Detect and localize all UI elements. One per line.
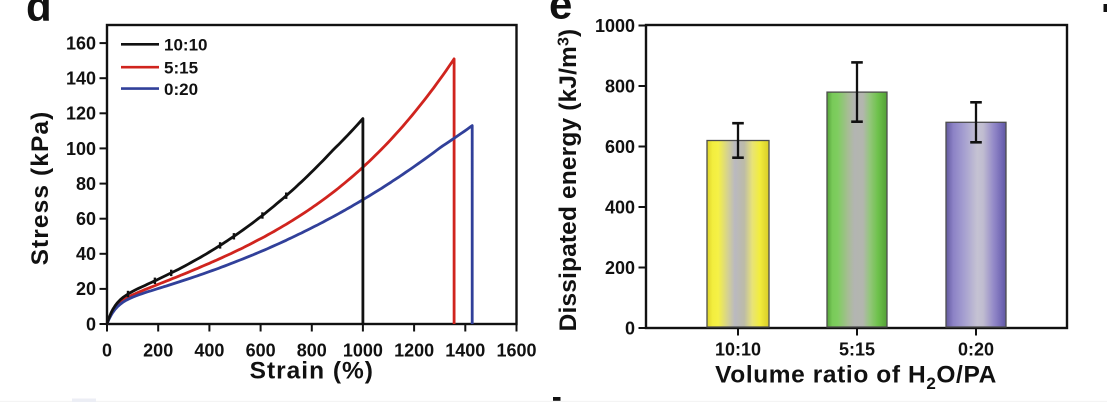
- svg-text:400: 400: [194, 341, 224, 361]
- svg-text:Stress (kPa): Stress (kPa): [27, 111, 54, 266]
- svg-text:600: 600: [605, 137, 635, 157]
- svg-text:140: 140: [66, 69, 96, 89]
- svg-text:5:15: 5:15: [839, 340, 875, 360]
- svg-text:1400: 1400: [445, 341, 485, 361]
- svg-text:20: 20: [76, 279, 96, 299]
- svg-text:1000: 1000: [343, 341, 383, 361]
- svg-text:0: 0: [86, 314, 96, 334]
- svg-text:1600: 1600: [496, 341, 536, 361]
- svg-text:60: 60: [76, 209, 96, 229]
- svg-text:120: 120: [66, 104, 96, 124]
- svg-text:5:15: 5:15: [164, 58, 198, 77]
- svg-text:d: d: [26, 0, 52, 30]
- svg-text:200: 200: [143, 341, 173, 361]
- svg-text:0: 0: [102, 341, 112, 361]
- svg-text:80: 80: [76, 174, 96, 194]
- svg-text:800: 800: [297, 341, 327, 361]
- svg-text:100: 100: [66, 139, 96, 159]
- svg-text:10:10: 10:10: [715, 340, 761, 360]
- svg-text:160: 160: [66, 33, 96, 53]
- svg-text:40: 40: [76, 244, 96, 264]
- svg-text:0: 0: [625, 318, 635, 338]
- svg-text:Volume ratio of H2O/PA: Volume ratio of H2O/PA: [715, 362, 997, 394]
- svg-text:10:10: 10:10: [164, 36, 207, 55]
- svg-text:1200: 1200: [394, 341, 434, 361]
- svg-text:1000: 1000: [595, 16, 635, 36]
- svg-text:200: 200: [605, 258, 635, 278]
- svg-text:0:20: 0:20: [164, 80, 198, 99]
- svg-text:0:20: 0:20: [958, 340, 994, 360]
- svg-text:800: 800: [605, 76, 635, 96]
- svg-text:600: 600: [246, 341, 276, 361]
- svg-text:400: 400: [605, 197, 635, 217]
- svg-text:e: e: [549, 0, 572, 28]
- svg-text:Strain (%): Strain (%): [250, 357, 374, 384]
- svg-text:Dissipated energy (kJ/m3): Dissipated energy (kJ/m3): [555, 29, 582, 332]
